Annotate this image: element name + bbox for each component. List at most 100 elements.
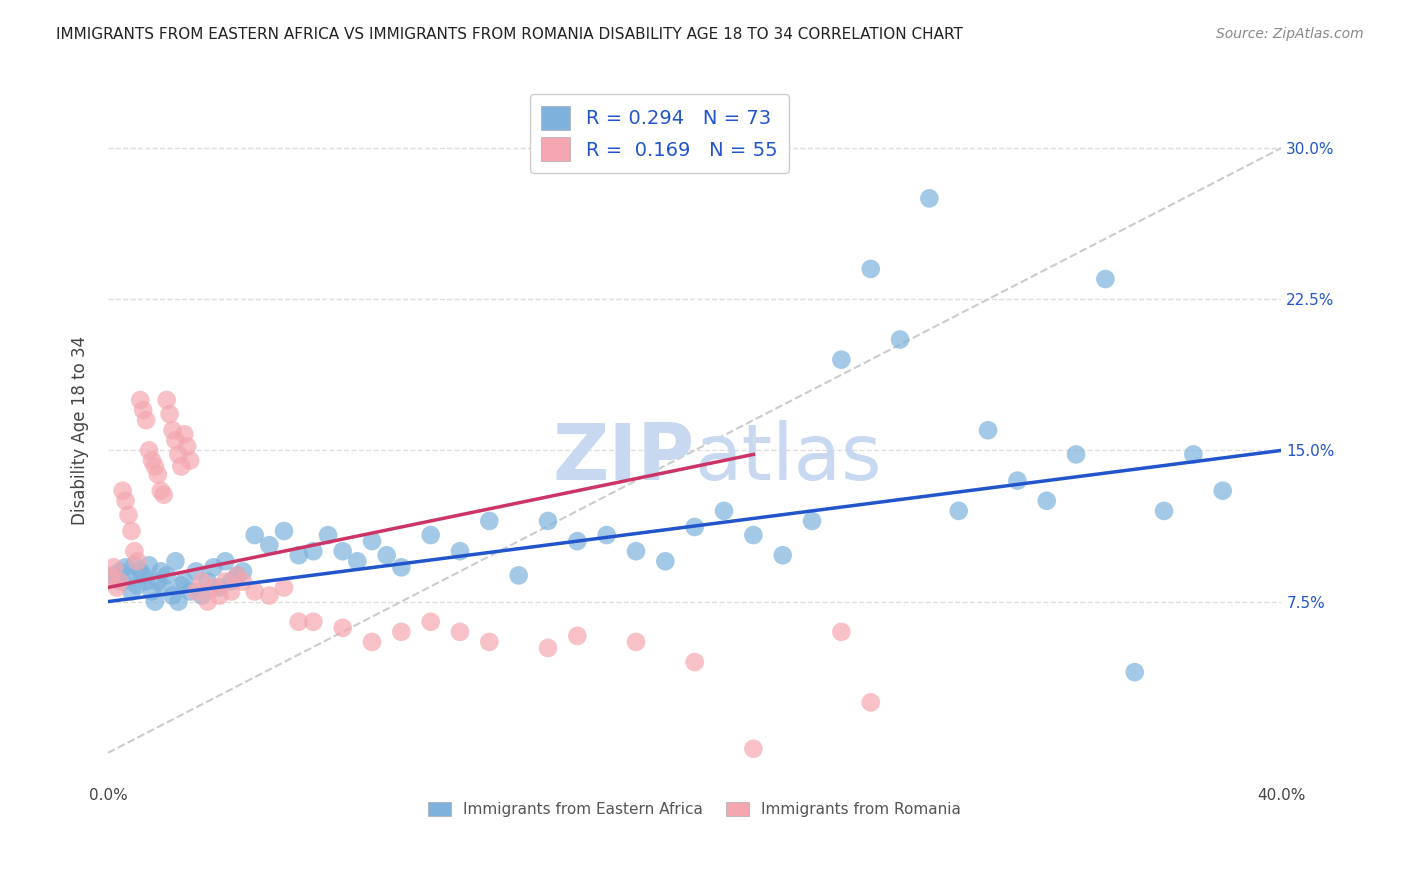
Point bbox=[683, 655, 706, 669]
Point bbox=[742, 528, 765, 542]
Point bbox=[375, 548, 398, 562]
Text: Source: ZipAtlas.com: Source: ZipAtlas.com bbox=[1216, 27, 1364, 41]
Point bbox=[226, 568, 249, 582]
Point bbox=[108, 565, 131, 579]
Point bbox=[508, 568, 530, 582]
Point bbox=[859, 262, 882, 277]
Point bbox=[889, 333, 911, 347]
Point bbox=[361, 534, 384, 549]
Point bbox=[449, 624, 471, 639]
Point bbox=[179, 584, 201, 599]
Point bbox=[184, 565, 207, 579]
Point bbox=[120, 524, 142, 538]
Point bbox=[159, 407, 181, 421]
Point bbox=[243, 528, 266, 542]
Point bbox=[830, 624, 852, 639]
Point bbox=[567, 629, 589, 643]
Point bbox=[361, 635, 384, 649]
Point bbox=[624, 635, 647, 649]
Point bbox=[287, 548, 309, 562]
Point bbox=[654, 554, 676, 568]
Point bbox=[117, 570, 139, 584]
Point bbox=[103, 560, 125, 574]
Point bbox=[191, 574, 214, 589]
Point bbox=[146, 467, 169, 482]
Point bbox=[243, 584, 266, 599]
Point bbox=[830, 352, 852, 367]
Point bbox=[772, 548, 794, 562]
Point bbox=[713, 504, 735, 518]
Point bbox=[120, 584, 142, 599]
Point bbox=[302, 615, 325, 629]
Point bbox=[948, 504, 970, 518]
Point bbox=[146, 574, 169, 589]
Point bbox=[859, 695, 882, 709]
Point bbox=[419, 615, 441, 629]
Point bbox=[124, 544, 146, 558]
Point bbox=[202, 581, 225, 595]
Point bbox=[1007, 474, 1029, 488]
Point bbox=[683, 520, 706, 534]
Point bbox=[801, 514, 824, 528]
Point bbox=[287, 615, 309, 629]
Point bbox=[259, 538, 281, 552]
Point bbox=[138, 443, 160, 458]
Point bbox=[977, 423, 1000, 437]
Point bbox=[1212, 483, 1234, 498]
Point bbox=[165, 434, 187, 448]
Point bbox=[302, 544, 325, 558]
Point bbox=[742, 741, 765, 756]
Point bbox=[1123, 665, 1146, 680]
Point bbox=[219, 584, 242, 599]
Point bbox=[226, 568, 249, 582]
Point bbox=[1182, 447, 1205, 461]
Point bbox=[214, 554, 236, 568]
Point bbox=[149, 483, 172, 498]
Point bbox=[141, 453, 163, 467]
Point bbox=[537, 514, 560, 528]
Point bbox=[143, 594, 166, 608]
Point bbox=[152, 581, 174, 595]
Point bbox=[117, 508, 139, 522]
Point bbox=[537, 640, 560, 655]
Point bbox=[449, 544, 471, 558]
Point bbox=[478, 635, 501, 649]
Point bbox=[1094, 272, 1116, 286]
Point bbox=[208, 581, 231, 595]
Point bbox=[173, 574, 195, 589]
Point bbox=[1035, 493, 1057, 508]
Point bbox=[624, 544, 647, 558]
Point bbox=[141, 584, 163, 599]
Point bbox=[918, 191, 941, 205]
Point bbox=[167, 594, 190, 608]
Point bbox=[219, 574, 242, 589]
Point bbox=[567, 534, 589, 549]
Point bbox=[197, 594, 219, 608]
Point bbox=[332, 544, 354, 558]
Point bbox=[191, 589, 214, 603]
Point bbox=[100, 568, 122, 582]
Point bbox=[149, 565, 172, 579]
Point bbox=[129, 392, 152, 407]
Point bbox=[214, 574, 236, 589]
Point bbox=[105, 581, 128, 595]
Point bbox=[389, 624, 412, 639]
Point bbox=[127, 578, 149, 592]
Point bbox=[332, 621, 354, 635]
Point bbox=[114, 560, 136, 574]
Point bbox=[162, 589, 184, 603]
Point bbox=[127, 554, 149, 568]
Y-axis label: Disability Age 18 to 34: Disability Age 18 to 34 bbox=[72, 335, 89, 524]
Point bbox=[1064, 447, 1087, 461]
Text: ZIP: ZIP bbox=[553, 420, 695, 497]
Point bbox=[124, 558, 146, 573]
Text: atlas: atlas bbox=[695, 420, 882, 497]
Point bbox=[173, 427, 195, 442]
Point bbox=[152, 488, 174, 502]
Point bbox=[167, 447, 190, 461]
Legend: Immigrants from Eastern Africa, Immigrants from Romania: Immigrants from Eastern Africa, Immigran… bbox=[420, 795, 969, 825]
Point bbox=[259, 589, 281, 603]
Text: IMMIGRANTS FROM EASTERN AFRICA VS IMMIGRANTS FROM ROMANIA DISABILITY AGE 18 TO 3: IMMIGRANTS FROM EASTERN AFRICA VS IMMIGR… bbox=[56, 27, 963, 42]
Point bbox=[111, 483, 134, 498]
Point bbox=[176, 439, 198, 453]
